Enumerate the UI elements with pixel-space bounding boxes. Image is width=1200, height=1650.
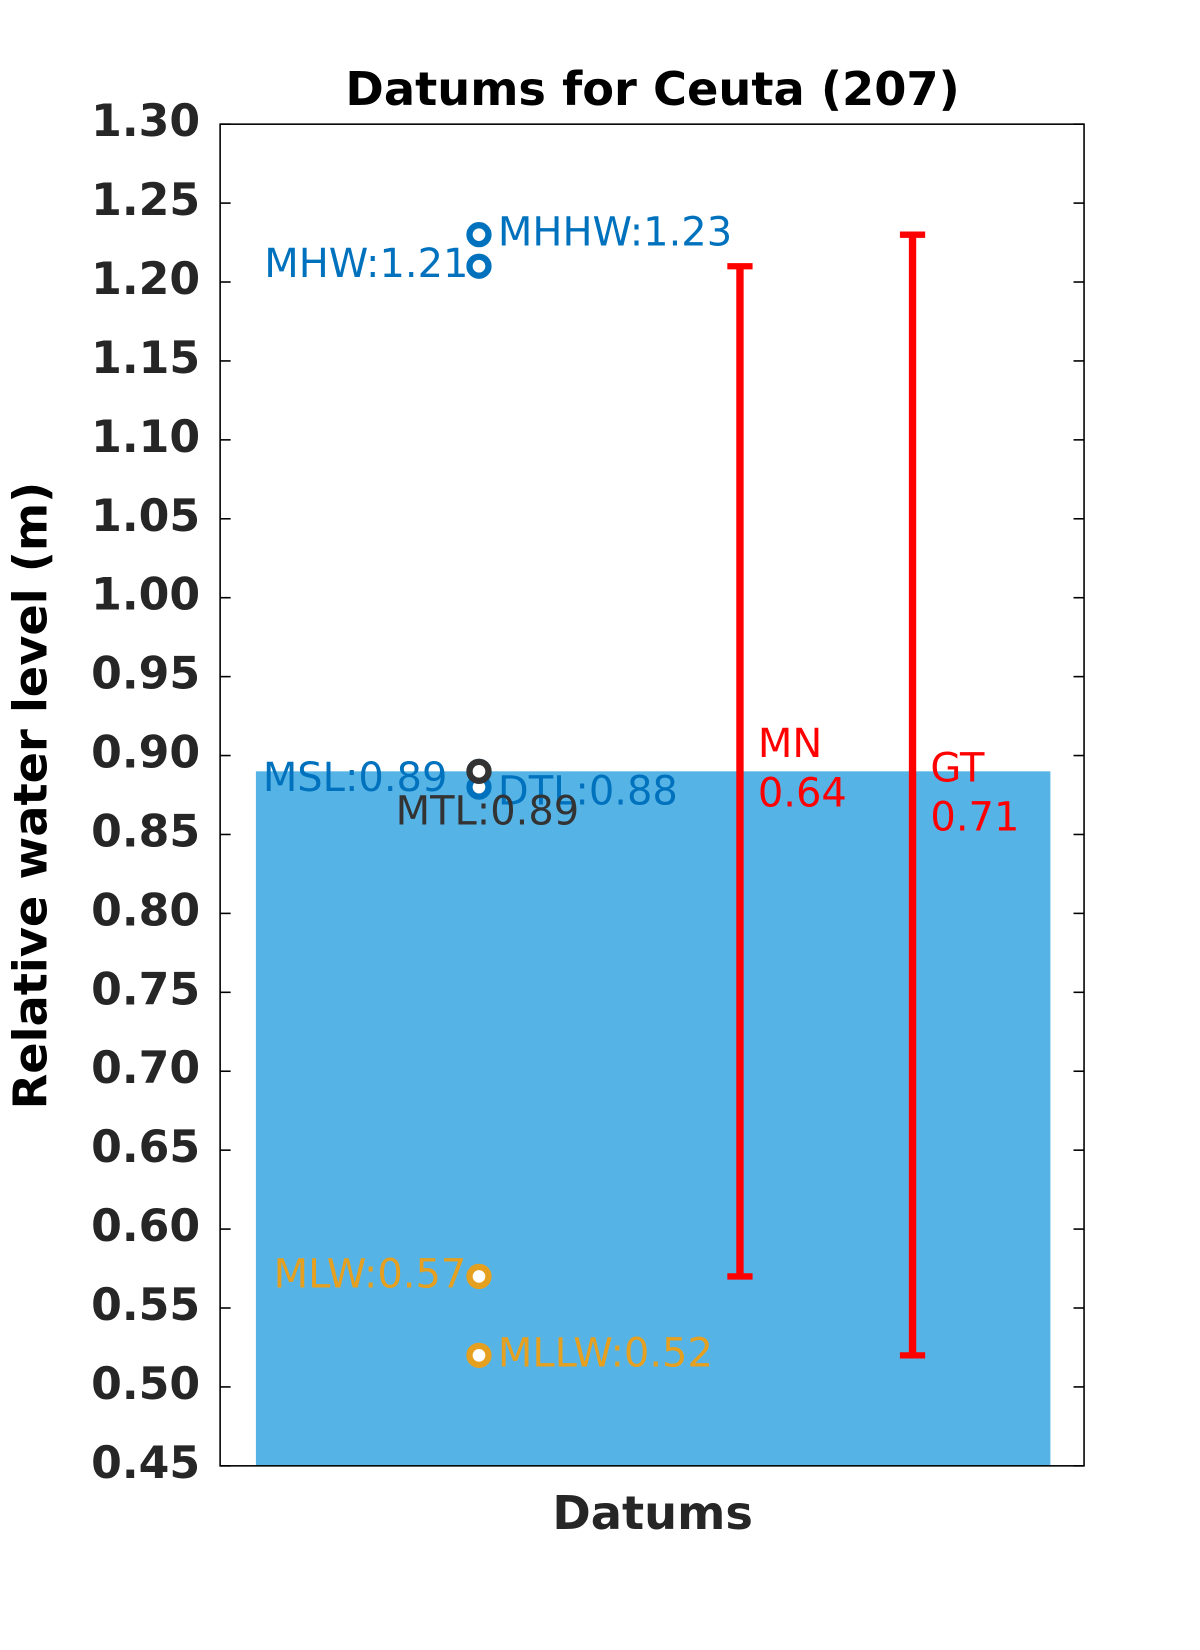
y-tick-label: 0.50: [91, 1359, 200, 1410]
y-tick-label: 0.75: [91, 964, 200, 1015]
y-tick-label: 0.55: [91, 1280, 200, 1331]
y-tick-label: 0.65: [91, 1122, 200, 1173]
range-value: 0.71: [930, 795, 1019, 841]
range-name: MN: [758, 721, 822, 767]
chart-title: Datums for Ceuta (207): [345, 62, 959, 116]
datum-label: MSL:0.89: [263, 755, 448, 801]
datum-label: MLLW:0.52: [498, 1330, 713, 1376]
datum-marker: [466, 253, 492, 279]
bar: [255, 771, 1051, 1466]
plot-frame: [219, 123, 1085, 1467]
datum-label: MHW:1.21: [264, 241, 468, 287]
datum-label: DTL:0.88: [498, 768, 678, 814]
y-tick-label: 0.95: [91, 649, 200, 700]
y-tick-label: 0.60: [91, 1201, 200, 1252]
x-axis-label: Datums: [552, 1486, 753, 1540]
datum-label: MLW:0.57: [274, 1251, 467, 1297]
y-tick-label: 0.45: [91, 1438, 200, 1489]
datum-label: MTL:0.89: [396, 788, 580, 834]
y-tick-label: 0.85: [91, 806, 200, 857]
y-tick-label: 1.05: [91, 491, 200, 542]
y-tick-label: 1.25: [91, 175, 200, 226]
range-value: 0.64: [758, 771, 847, 817]
y-axis-label: Relative water level (m): [3, 482, 57, 1110]
datum-marker: [466, 222, 492, 248]
datum-marker: [466, 1342, 492, 1368]
datum-marker: [466, 1263, 492, 1290]
y-tick-label: 1.15: [91, 333, 200, 384]
y-tick-label: 1.20: [91, 254, 200, 305]
y-tick-label: 0.90: [91, 728, 200, 779]
y-tick-label: 1.30: [91, 96, 200, 147]
datum-label: MHHW:1.23: [498, 210, 732, 256]
range-name: GT: [930, 745, 985, 791]
y-tick-label: 0.70: [91, 1043, 200, 1094]
y-tick-label: 1.00: [91, 570, 200, 621]
datum-marker: [466, 758, 492, 784]
y-tick-label: 1.10: [91, 412, 200, 463]
y-tick-label: 0.80: [91, 885, 200, 936]
